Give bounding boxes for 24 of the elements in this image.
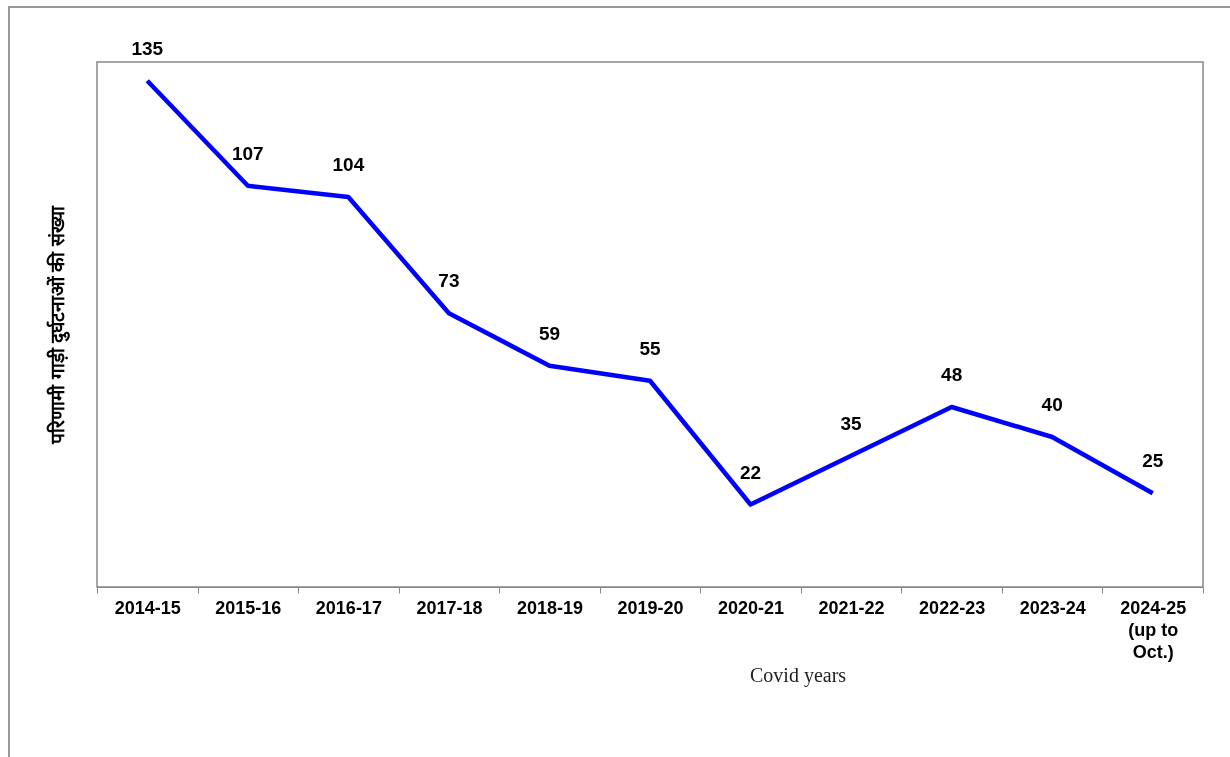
x-tick-label: 2019-20	[617, 597, 684, 618]
x-tick-label: 2020-21	[718, 597, 785, 618]
text: Covid years	[750, 664, 847, 687]
data-label: 104	[332, 154, 365, 175]
x-tick-label: 2021-22	[818, 597, 885, 618]
data-label: 40	[1041, 394, 1063, 415]
x-tick-label: 2016-17	[315, 597, 382, 618]
y-axis-title: परिणामी गाड़ी दुर्घटनाओं की संख्या	[45, 205, 70, 445]
x-tick-label: 2017-18	[416, 597, 483, 618]
data-label: 55	[639, 337, 661, 359]
x-tick-label: 2024-25 (up to Oct.)	[1120, 597, 1187, 662]
data-label: 48	[941, 364, 963, 385]
data-label: 135	[131, 37, 164, 59]
data-label: 107	[231, 142, 264, 164]
x-tick-label: 2023-24	[1019, 597, 1086, 618]
x-tick-label: 2015-16	[215, 597, 282, 618]
x-tick-label: 2022-23	[919, 597, 986, 618]
data-label: 73	[438, 270, 460, 292]
x-tick-label: 2014-15	[114, 597, 181, 618]
data-label: 59	[538, 322, 561, 344]
data-label: 35	[840, 412, 863, 434]
x-tick-label: 2018-19	[516, 597, 583, 618]
data-label: 25	[1142, 450, 1164, 472]
data-label: 22	[739, 461, 762, 483]
